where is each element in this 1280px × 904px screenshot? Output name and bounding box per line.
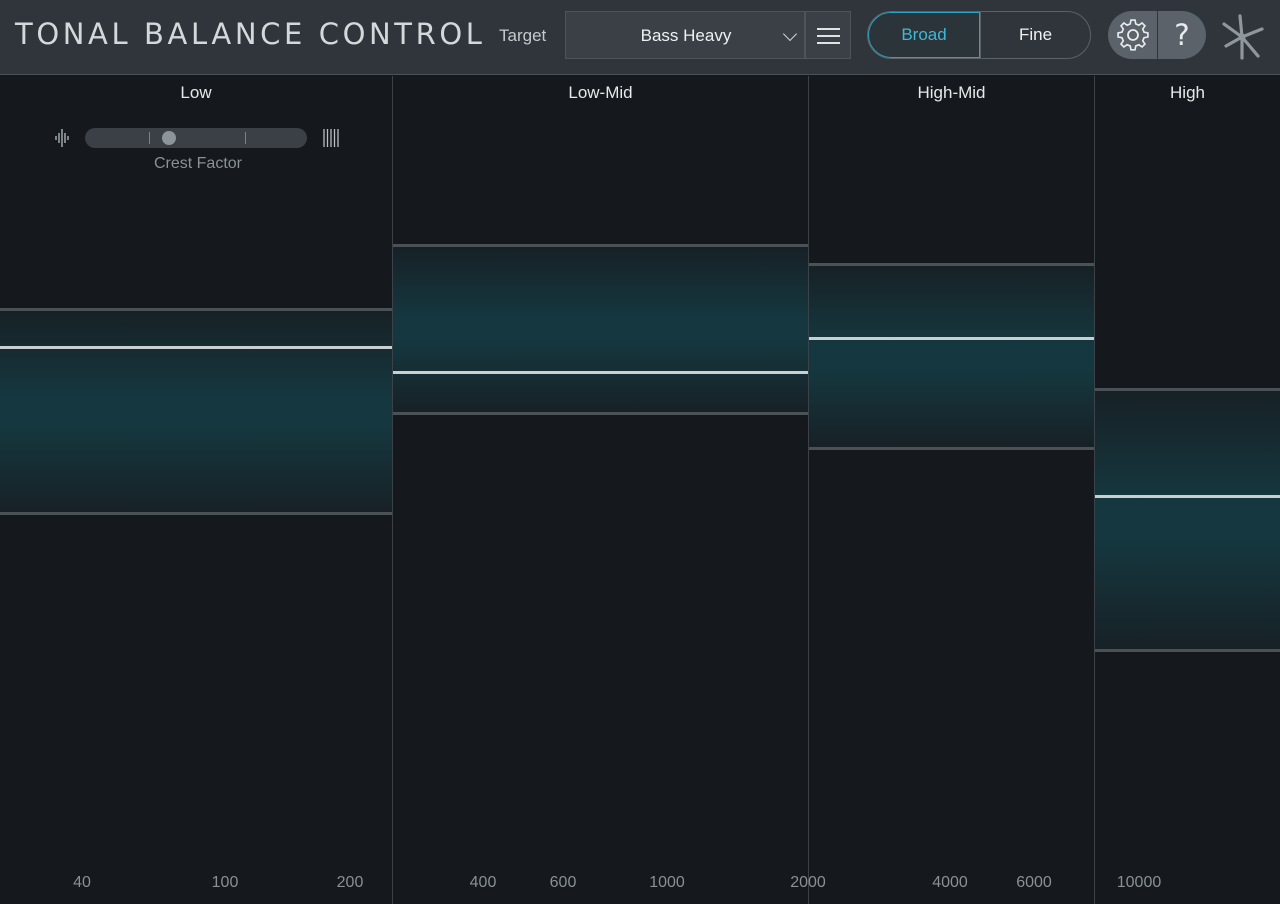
- freq-label: 10000: [1116, 874, 1162, 891]
- target-range: [0, 307, 392, 515]
- band-label: High: [1170, 83, 1205, 102]
- level-indicator: [809, 336, 1094, 340]
- band-high: High: [1095, 76, 1280, 904]
- target-menu-button[interactable]: [805, 11, 851, 59]
- app-title: TONAL BALANCE CONTROL: [15, 17, 486, 51]
- band-area: Low Crest Factor Low-Mid: [0, 76, 1280, 904]
- fine-mode-button[interactable]: Fine: [980, 12, 1090, 58]
- header-bar: TONAL BALANCE CONTROL Target Bass Heavy …: [0, 0, 1280, 75]
- settings-button[interactable]: [1108, 11, 1157, 59]
- band-label: High-Mid: [917, 83, 986, 102]
- freq-label: 400: [469, 874, 497, 891]
- gear-icon: [1117, 19, 1149, 51]
- impulse-waveform-icon: [55, 129, 69, 147]
- crest-factor-thumb[interactable]: [162, 131, 177, 145]
- hamburger-icon: [817, 42, 840, 44]
- freq-label: 200: [336, 874, 364, 891]
- help-button[interactable]: ?: [1158, 11, 1206, 59]
- mode-toggle: Broad Fine: [867, 11, 1091, 59]
- level-indicator: [0, 345, 392, 349]
- question-icon: ?: [1174, 18, 1190, 52]
- target-range: [809, 263, 1094, 451]
- target-range: [1095, 388, 1280, 653]
- band-divider: [1094, 76, 1095, 904]
- crest-factor-slider[interactable]: [85, 128, 307, 148]
- freq-label: 100: [211, 874, 239, 891]
- target-dropdown-value: Bass Heavy: [640, 26, 732, 45]
- band-divider: [392, 76, 393, 904]
- freq-label: 2000: [790, 874, 826, 891]
- band-high-mid: High-Mid: [809, 76, 1094, 904]
- band-low-mid: Low-Mid: [393, 76, 808, 904]
- slider-tick: [244, 132, 246, 144]
- slider-tick: [149, 132, 151, 144]
- freq-label: 1000: [649, 874, 685, 891]
- target-label: Target: [499, 26, 547, 45]
- freq-label: 6000: [1016, 874, 1052, 891]
- dense-bars-icon: [323, 129, 339, 147]
- target-dropdown[interactable]: Bass Heavy: [565, 11, 805, 59]
- target-range: [393, 244, 808, 415]
- starburst-logo-icon: [1222, 14, 1264, 60]
- band-label: Low: [180, 83, 212, 102]
- band-low: Low Crest Factor: [0, 76, 392, 904]
- level-indicator: [1095, 494, 1280, 498]
- freq-label: 40: [73, 874, 91, 891]
- freq-label: 600: [549, 874, 577, 891]
- hamburger-icon: [817, 35, 840, 37]
- level-indicator: [393, 371, 808, 375]
- freq-label: 4000: [932, 874, 968, 891]
- broad-mode-button[interactable]: Broad: [868, 12, 980, 58]
- crest-factor-label: Crest Factor: [153, 155, 242, 172]
- band-label: Low-Mid: [568, 83, 633, 102]
- band-divider: [808, 76, 809, 904]
- hamburger-icon: [817, 28, 840, 30]
